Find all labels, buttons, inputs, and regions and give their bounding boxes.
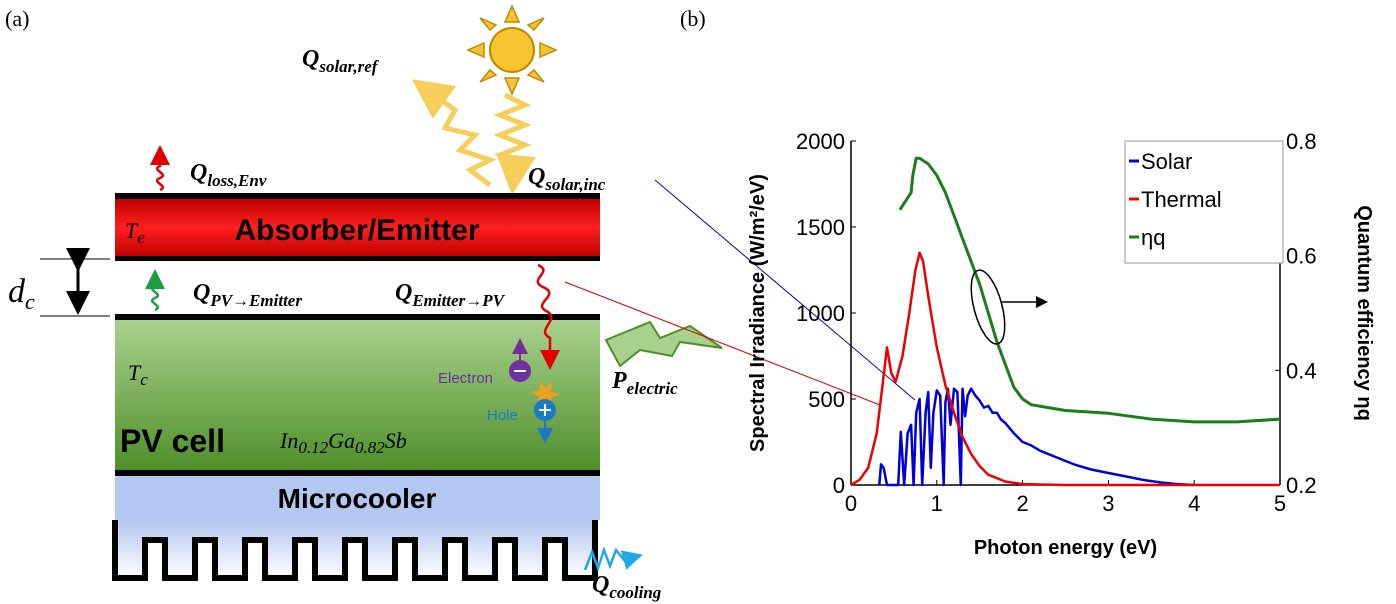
sun [468,6,556,94]
x-tick-label: 3 [1102,491,1114,516]
x-tick-label: 1 [931,491,943,516]
q-pv-emitter: QPV→Emitter [193,280,302,310]
x-tick-label: 2 [1016,491,1028,516]
cooler-fins [115,520,595,578]
leader-line [655,180,915,400]
figure: (a) Qsolar,ref Qsolar,inc Qloss,Env Abso… [0,0,1396,604]
y-tick-label: 0 [833,473,845,498]
q-cooling: Qcooling [592,572,662,602]
layer-border [115,314,600,320]
y2-tick-label: 0.6 [1286,244,1317,269]
layer-border [115,193,600,199]
y2-axis-label: Quantum efficiency ηq [1353,205,1375,421]
electron-label: Electron [438,370,493,387]
incident-ray [500,95,525,185]
pv-cell-label: PV cell [120,423,225,459]
x-tick-label: 5 [1274,491,1286,516]
layer-border [115,256,600,261]
y2-tick-label: 0.8 [1286,129,1317,154]
x-tick-label: 0 [845,491,857,516]
y2-tick-label: 0.2 [1286,473,1317,498]
series-line [879,389,1194,485]
hole-label: Hole [487,407,518,424]
y-tick-label: 1500 [796,215,845,240]
legend-label: Solar [1141,149,1192,174]
y-tick-label: 2000 [796,129,845,154]
y2-tick-label: 0.4 [1286,358,1317,383]
loss-arrow [157,150,163,190]
q-loss-env: Qloss,Env [190,160,267,190]
q-emitter-pv: QEmitter→PV [395,280,506,310]
legend-label: Thermal [1141,187,1222,212]
p-electric: Pelectric [611,368,678,398]
lightning [606,322,722,366]
pv-to-emitter-arrow [152,274,158,310]
legend-label: ηq [1141,225,1165,250]
d-c: dc [8,273,35,314]
q-solar-ref: Qsolar,ref [302,46,380,76]
layer-border [115,470,600,476]
y-tick-label: 500 [808,387,845,412]
microcooler-label: Microcooler [278,483,437,514]
reflected-ray [420,85,490,185]
material-label: In0.12Ga0.82Sb [279,428,407,457]
y-axis-label: Spectral Irradiance (W/m²/eV) [747,174,769,452]
y-tick-label: 1000 [796,301,845,326]
q-solar-inc: Qsolar,inc [528,164,606,194]
x-axis-label: Photon energy (eV) [974,537,1157,559]
x-tick-label: 4 [1188,491,1200,516]
plot: 0 1 2 3 4 5 0 500 1000 1500 2000 0.2 0.4 0.6 0.8 Photon… [747,129,1375,559]
panel-label: (b) [680,6,706,31]
absorber-label: Absorber/Emitter [234,214,479,247]
panel-label: (a) [5,6,29,31]
